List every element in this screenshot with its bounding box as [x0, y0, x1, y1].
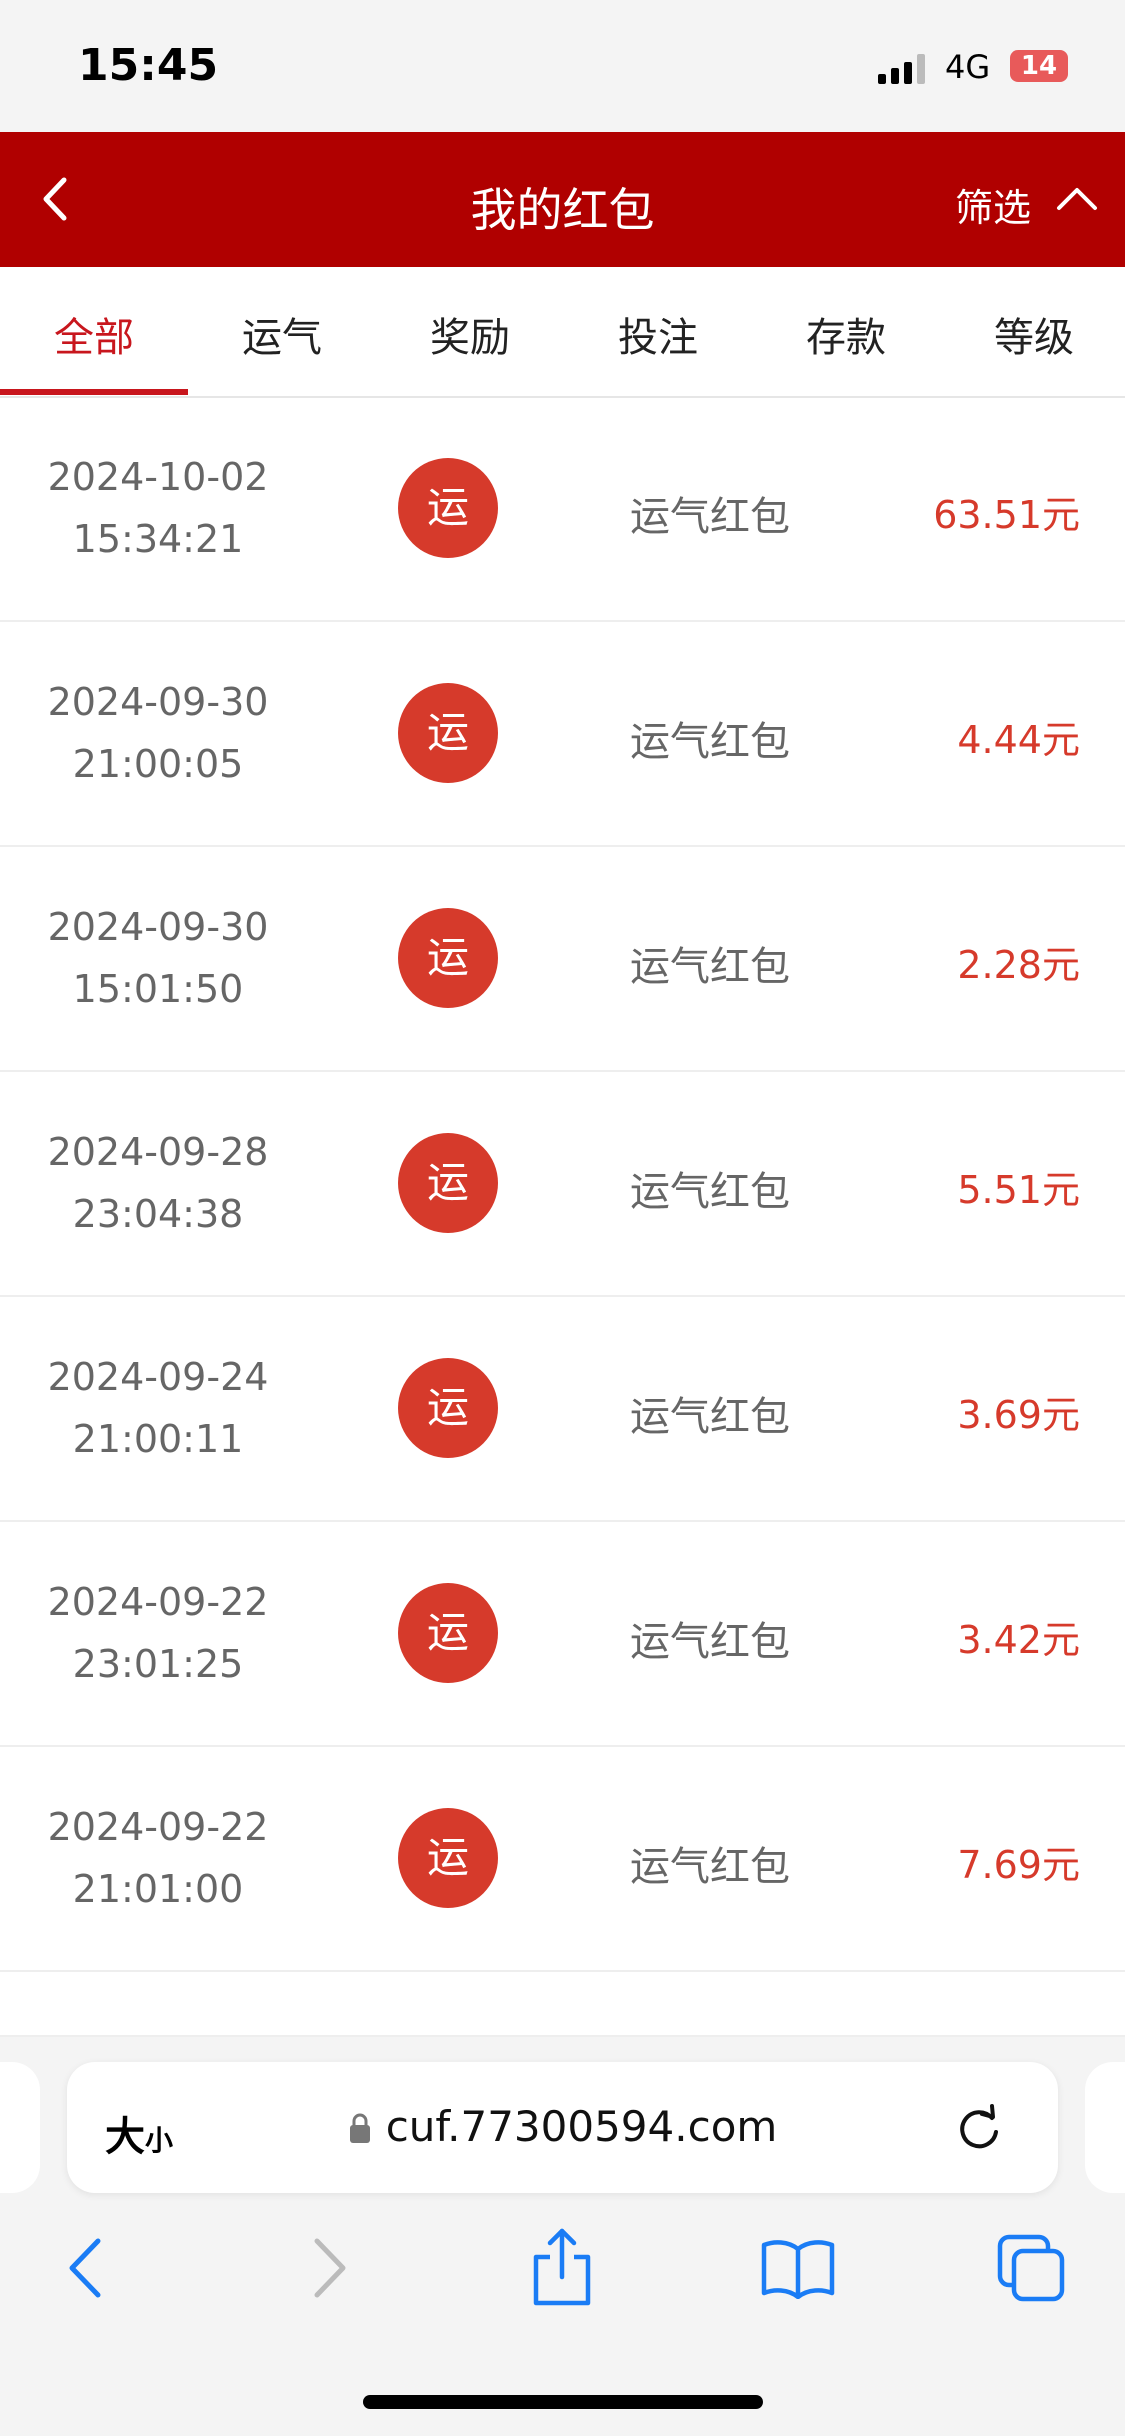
record-icon: 运 [398, 683, 498, 783]
record-type: 运气红包 [630, 719, 790, 765]
record-date: 2024-09-28 [47, 1130, 269, 1174]
record-datetime: 2024-09-24 21:00:11 [28, 1346, 288, 1470]
record-amount: 2.28元 [957, 943, 1080, 987]
text-size-large: 大 [105, 2114, 145, 2160]
record-icon: 运 [398, 1133, 498, 1233]
record-date: 2024-09-22 [47, 1580, 269, 1624]
clock: 15:45 [78, 40, 219, 91]
record-amount: 3.69元 [957, 1393, 1080, 1437]
record-time: 15:01:50 [72, 967, 244, 1011]
lock-icon [349, 2113, 370, 2143]
browser-toolbar: 大小 cuf.77300594.com [0, 2037, 1125, 2436]
record-amount: 7.69元 [957, 1843, 1080, 1887]
tab[interactable]: 奖励 [430, 315, 510, 361]
record-amount: 3.42元 [957, 1618, 1080, 1662]
record-time: 15:34:21 [72, 517, 244, 561]
record-row: 2024-09-24 21:00:11 运 运气红包 3.69元 [0, 1296, 1125, 1522]
record-datetime: 2024-09-30 15:01:50 [28, 896, 288, 1020]
text-size-button[interactable]: 大小 [105, 2104, 173, 2162]
record-type: 运气红包 [630, 1169, 790, 1215]
record-row: 2024-09-30 21:00:05 运 运气红包 4.44元 [0, 621, 1125, 847]
battery: 14 [1010, 50, 1068, 82]
tab[interactable]: 全部 [54, 315, 134, 361]
record-datetime: 2024-09-30 21:00:05 [28, 671, 288, 795]
record-row: 2024-09-30 15:01:50 运 运气红包 2.28元 [0, 846, 1125, 1072]
record-date: 2024-09-30 [47, 680, 269, 724]
record-type: 运气红包 [630, 1619, 790, 1665]
home-indicator [363, 2395, 763, 2409]
nav-header: 我的红包 筛选 [0, 132, 1125, 267]
tabs-button[interactable] [996, 2233, 1068, 2303]
record-time: 23:04:38 [72, 1192, 244, 1236]
tab[interactable]: 存款 [806, 315, 886, 361]
tab-preview [0, 2062, 40, 2193]
record-datetime: 2024-09-22 23:01:25 [28, 1571, 288, 1695]
tab[interactable]: 投注 [618, 315, 698, 361]
record-type: 运气红包 [630, 944, 790, 990]
bookmarks-button[interactable] [760, 2237, 836, 2299]
text-size-small: 小 [145, 2124, 174, 2157]
network: 4G [945, 48, 991, 86]
active-tab-indicator [0, 389, 188, 395]
tab-bar: 全部 运气 奖励 投注 存款 等级 [0, 267, 1125, 398]
record-type: 运气红包 [630, 1844, 790, 1890]
record-row: 2024-09-22 21:01:00 运 运气红包 7.69元 [0, 1746, 1125, 1972]
share-button[interactable] [528, 2227, 596, 2307]
record-row: 2024-09-28 23:04:38 运 运气红包 5.51元 [0, 1071, 1125, 1297]
record-datetime: 2024-10-02 15:34:21 [28, 446, 288, 570]
url: cuf.77300594.com [67, 2102, 1058, 2151]
back-nav[interactable] [60, 2237, 110, 2299]
record-amount: 63.51元 [933, 493, 1080, 537]
back-button[interactable] [36, 174, 76, 224]
record-time: 21:00:11 [72, 1417, 244, 1461]
record-type: 运气红包 [630, 1394, 790, 1440]
record-datetime: 2024-09-22 21:01:00 [28, 1796, 288, 1920]
address-bar[interactable]: 大小 cuf.77300594.com [67, 2062, 1058, 2193]
record-icon: 运 [398, 458, 498, 558]
record-datetime: 2024-09-28 23:04:38 [28, 1121, 288, 1245]
record-date: 2024-10-02 [47, 455, 269, 499]
partial-row [0, 1971, 1125, 2037]
url-text: cuf.77300594.com [385, 2102, 778, 2151]
record-icon: 运 [398, 1583, 498, 1683]
record-icon: 运 [398, 1358, 498, 1458]
forward-nav[interactable] [305, 2237, 355, 2299]
record-row: 2024-10-02 15:34:21 运 运气红包 63.51元 [0, 396, 1125, 622]
record-icon: 运 [398, 1808, 498, 1908]
record-icon: 运 [398, 908, 498, 1008]
page-title: 我的红包 [470, 183, 655, 237]
record-date: 2024-09-22 [47, 1805, 269, 1849]
status-bar: 15:45 4G 14 [0, 0, 1125, 132]
signal-icon [878, 54, 925, 84]
filter-button[interactable]: 筛选 [955, 186, 1032, 230]
record-time: 21:00:05 [72, 742, 244, 786]
record-amount: 4.44元 [957, 718, 1080, 762]
record-type: 运气红包 [630, 494, 790, 540]
tab[interactable]: 运气 [242, 315, 322, 361]
record-row: 2024-09-22 23:01:25 运 运气红包 3.42元 [0, 1521, 1125, 1747]
record-time: 23:01:25 [72, 1642, 244, 1686]
record-amount: 5.51元 [957, 1168, 1080, 1212]
tab[interactable]: 等级 [994, 315, 1074, 361]
record-time: 21:01:00 [72, 1867, 244, 1911]
record-date: 2024-09-24 [47, 1355, 269, 1399]
reload-button[interactable] [952, 2102, 1006, 2156]
chevron-up[interactable] [1055, 184, 1099, 214]
record-date: 2024-09-30 [47, 905, 269, 949]
tab-preview [1085, 2062, 1125, 2193]
